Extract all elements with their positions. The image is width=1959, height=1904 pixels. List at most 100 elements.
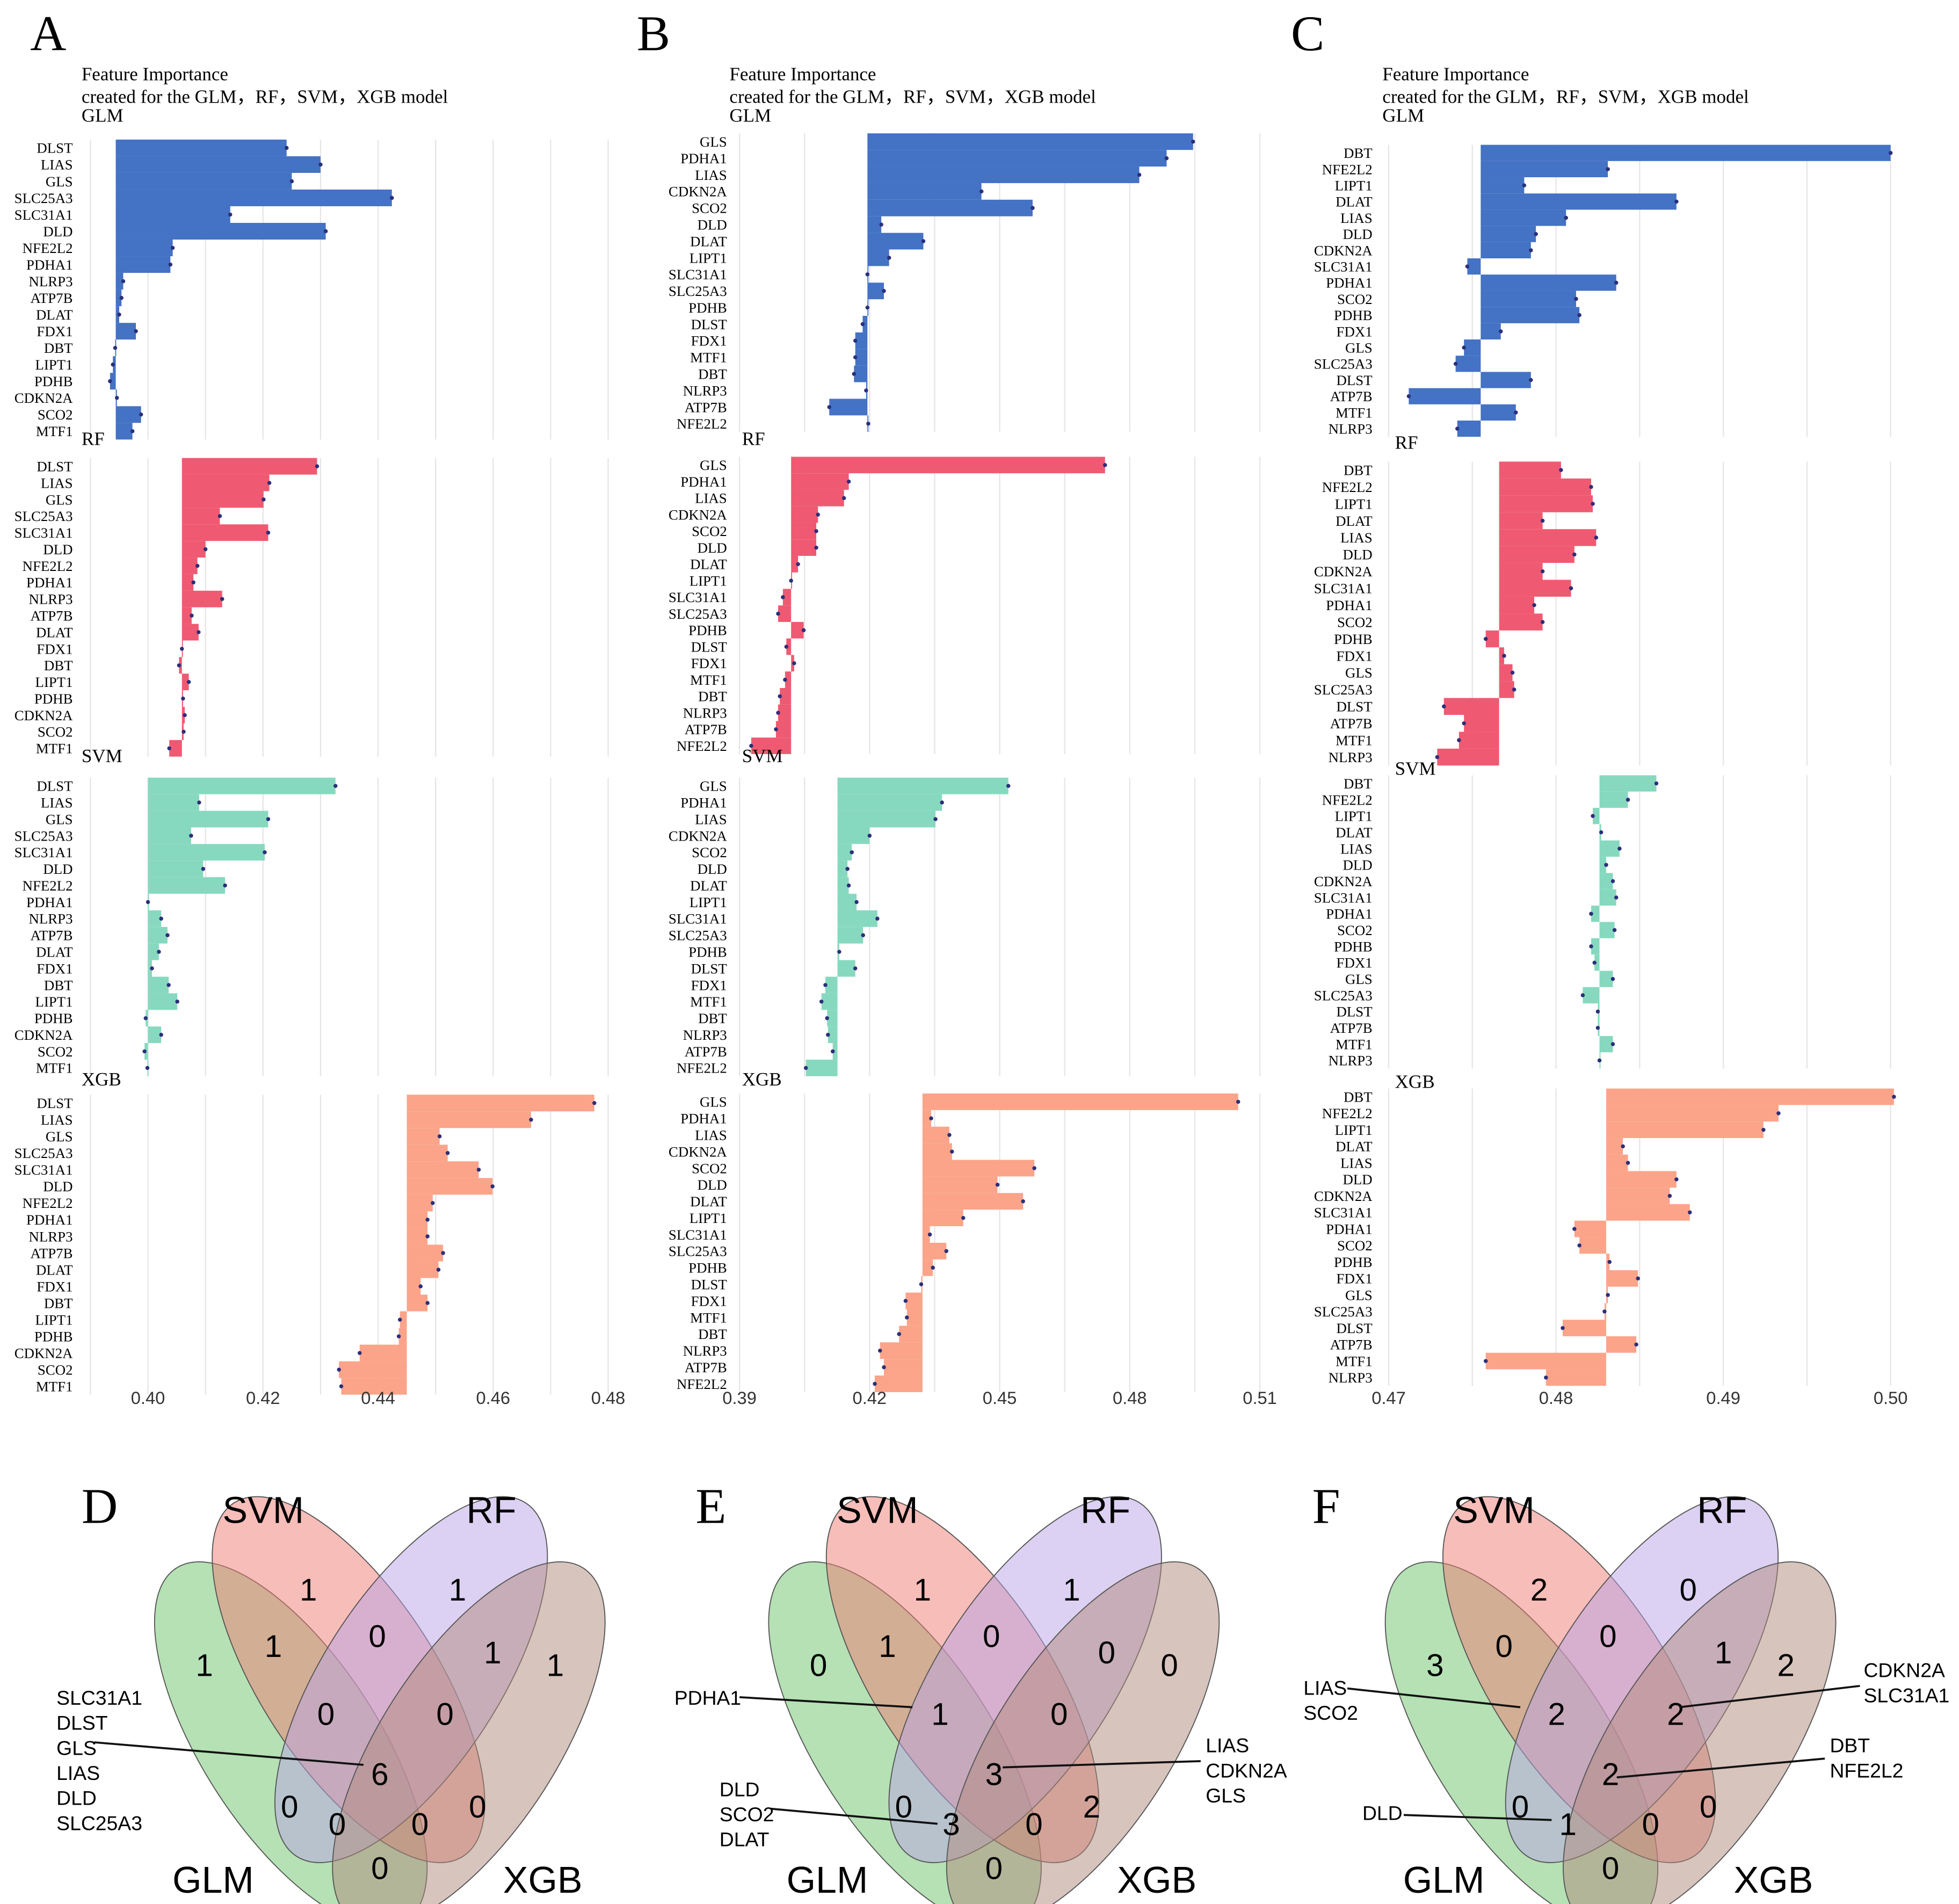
importance-bar <box>906 1309 923 1326</box>
importance-point <box>1594 535 1599 540</box>
gene-label: CDKN2A <box>669 828 727 844</box>
gene-label: GLS <box>700 1094 727 1110</box>
importance-bar <box>115 156 321 173</box>
importance-point <box>796 562 800 567</box>
venn-set-label: GLM <box>787 1859 868 1901</box>
gene-label: FDX1 <box>1337 955 1373 971</box>
importance-point <box>175 1000 179 1004</box>
importance-point <box>827 405 831 409</box>
model-title: XGB <box>1395 1072 1435 1092</box>
importance-bar <box>1481 193 1677 210</box>
venn-region-count: 0 <box>1098 1635 1115 1670</box>
x-tick-label: 0.40 <box>131 1388 165 1408</box>
importance-point <box>921 239 926 243</box>
importance-point <box>865 305 870 310</box>
gene-label: SLC31A1 <box>14 1162 73 1178</box>
gene-label: SCO2 <box>692 844 727 860</box>
gene-label: MTF1 <box>690 1309 727 1326</box>
model-subplot-rf: RF GLSPDHA1LIASCDKN2ASCO2DLDDLATLIPT1SLC3… <box>669 428 1261 754</box>
gene-label: SLC25A3 <box>14 190 73 206</box>
venn-gene-label: SLC31A1 <box>1863 1684 1949 1706</box>
importance-bar <box>828 1026 838 1044</box>
gene-label: PDHB <box>688 944 727 960</box>
importance-bar <box>1499 681 1514 698</box>
importance-point <box>397 1317 402 1322</box>
importance-bar <box>115 289 122 307</box>
venn-leader-line <box>739 1696 913 1708</box>
importance-bar <box>169 740 182 757</box>
gene-label: ATP7B <box>30 928 72 944</box>
importance-bar <box>791 555 799 573</box>
venn-set-label: XGB <box>1117 1859 1196 1901</box>
gene-label: DLD <box>698 861 727 877</box>
importance-point <box>1888 150 1893 155</box>
venn-region-count: 0 <box>1700 1790 1717 1825</box>
importance-point <box>1599 830 1604 835</box>
gene-label: ATP7B <box>1330 715 1373 732</box>
importance-point <box>774 727 778 732</box>
importance-point <box>1462 345 1466 350</box>
importance-point <box>266 530 271 535</box>
importance-point <box>1589 944 1593 949</box>
importance-point <box>816 512 820 517</box>
importance-bar <box>359 1344 407 1362</box>
importance-bar <box>837 910 877 927</box>
importance-bar <box>922 1193 1024 1210</box>
venn-set-label: RF <box>466 1489 516 1531</box>
importance-point <box>1569 586 1573 590</box>
importance-bar <box>115 406 141 423</box>
gene-label: DLAT <box>1336 513 1373 529</box>
gene-label: SLC31A1 <box>1314 581 1373 597</box>
importance-bar <box>875 1375 923 1392</box>
importance-bar <box>837 926 864 944</box>
importance-point <box>1626 798 1630 802</box>
importance-bar <box>1481 274 1616 291</box>
importance-point <box>592 1101 597 1105</box>
importance-point <box>1636 1276 1640 1281</box>
gene-label: LIAS <box>695 490 727 506</box>
importance-point <box>1604 863 1608 867</box>
gene-label: SLC25A3 <box>1314 682 1373 698</box>
venn-gene-label: GLS <box>56 1736 97 1759</box>
importance-bar <box>182 458 317 475</box>
venn-region-count: 0 <box>895 1790 912 1825</box>
gene-label: DBT <box>698 1010 727 1026</box>
importance-bar <box>1481 144 1891 161</box>
venn-leader-line <box>1616 1757 1825 1779</box>
importance-bar <box>1499 478 1591 496</box>
gene-label: LIAS <box>41 475 73 491</box>
importance-bar <box>1409 388 1481 404</box>
importance-point <box>940 800 944 805</box>
importance-point <box>134 329 138 334</box>
importance-point <box>1522 183 1527 187</box>
gene-label: DLST <box>1337 699 1373 715</box>
gene-label: DLST <box>691 639 727 655</box>
importance-bar <box>398 1328 407 1345</box>
venn-region-count: 1 <box>931 1697 948 1732</box>
gene-label: PDHB <box>688 300 727 316</box>
importance-point <box>1559 468 1563 472</box>
gene-label: FDX1 <box>37 323 72 339</box>
gene-label: MTF1 <box>36 741 73 757</box>
importance-point <box>358 1351 362 1355</box>
importance-point <box>529 1118 533 1122</box>
importance-point <box>837 950 841 954</box>
importance-point <box>318 162 323 167</box>
importance-bar <box>407 1261 439 1278</box>
venn-gene-label: DLST <box>56 1712 107 1734</box>
gene-label: ATP7B <box>685 721 727 737</box>
venn-region-count: 0 <box>1025 1807 1042 1842</box>
gene-label: DLD <box>43 541 72 558</box>
model-title: XGB <box>742 1069 782 1090</box>
importance-point <box>315 464 320 468</box>
importance-bar <box>1464 715 1499 732</box>
importance-point <box>1606 1293 1610 1297</box>
importance-point <box>1610 879 1615 884</box>
importance-bar <box>862 316 868 332</box>
venn-set-label: XGB <box>1734 1859 1813 1901</box>
importance-bar <box>837 960 855 977</box>
gene-label: MTF1 <box>1336 1036 1373 1052</box>
importance-bar <box>1499 664 1513 682</box>
importance-point <box>389 196 394 200</box>
venn-region-count: 0 <box>810 1648 827 1683</box>
